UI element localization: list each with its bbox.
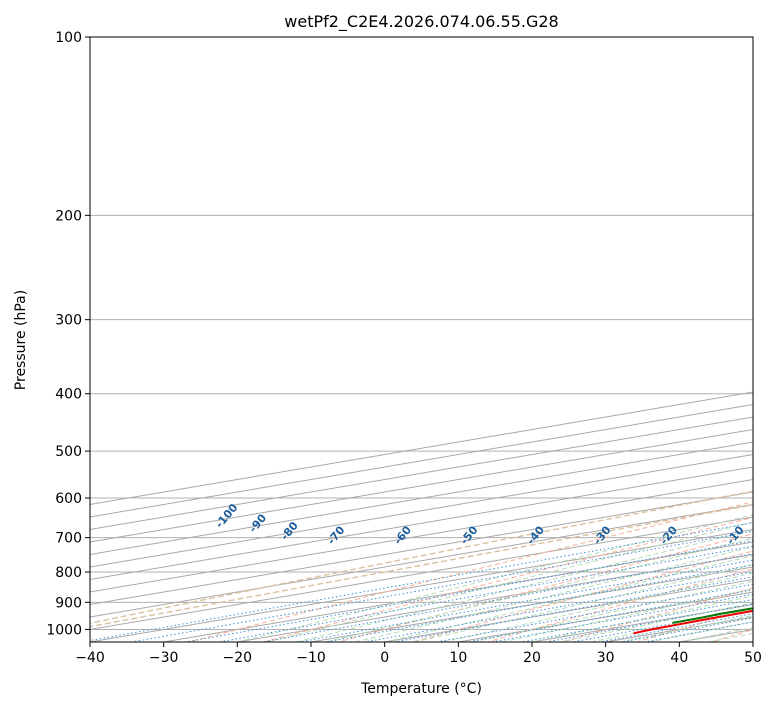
y-axis-label: Pressure (hPa) — [13, 290, 29, 390]
isotherm-50 — [752, 641, 753, 642]
y-tick-label: 600 — [55, 491, 82, 507]
mixing-ratio-line-2 — [185, 539, 753, 642]
isotherm--80 — [90, 478, 753, 593]
y-tick-label: 700 — [55, 531, 82, 547]
plot-background — [90, 37, 753, 642]
y-tick-label: 500 — [55, 444, 82, 460]
chart-title: wetPf2_C2E4.2026.074.06.55.G28 — [284, 12, 558, 32]
isotherm--110 — [90, 441, 753, 556]
y-tick-label: 400 — [55, 387, 82, 403]
plot-frame — [89, 36, 754, 643]
y-tick-label: 100 — [55, 30, 82, 46]
isotherm--50 — [90, 516, 753, 631]
x-tick-label: 0 — [380, 650, 389, 666]
x-tick-label: −20 — [223, 650, 253, 666]
x-tick-label: 40 — [670, 650, 688, 666]
axes: −40 −30 −20 −10 0 10 20 30 40 50 100 200 300 400 500 60… — [46, 30, 762, 666]
isotherm--100 — [90, 453, 753, 568]
isotherm--120 — [90, 428, 753, 543]
moist-adiabat--8 — [325, 537, 753, 642]
x-tick-label: −30 — [149, 650, 179, 666]
x-tick-label: −40 — [75, 650, 105, 666]
moist-adiabat--4 — [355, 546, 753, 642]
isotherm--90 — [90, 466, 753, 581]
y-tick-label: 300 — [55, 313, 82, 329]
moist-adiabat--16 — [266, 521, 753, 642]
mixing-ratio-line-5 — [299, 559, 753, 642]
dry-adiabat--20 — [263, 516, 753, 642]
mixing-ratio-line-16 — [622, 617, 753, 642]
mixing-ratio-line-12 — [522, 599, 753, 642]
x-tick-label: 50 — [744, 650, 762, 666]
y-tick-label: 800 — [55, 565, 82, 581]
isotherm--70 — [90, 491, 753, 606]
y-tick-label: 1000 — [46, 622, 82, 638]
x-tick-label: 30 — [597, 650, 615, 666]
y-tick-label: 900 — [55, 595, 82, 611]
isotherm--40 — [90, 528, 753, 642]
isotherm--60 — [90, 503, 753, 618]
mixing-ratio-line-3 — [218, 545, 753, 642]
background-lines — [90, 37, 753, 642]
x-axis-label: Temperature (°C) — [360, 681, 482, 697]
mixing-ratio-line-10 — [467, 589, 753, 642]
mixing-ratio-line-0 — [90, 522, 753, 642]
x-tick-label: −10 — [296, 650, 326, 666]
x-tick-label: 10 — [449, 650, 467, 666]
y-tick-label: 200 — [55, 208, 82, 224]
x-tick-label: 20 — [523, 650, 541, 666]
